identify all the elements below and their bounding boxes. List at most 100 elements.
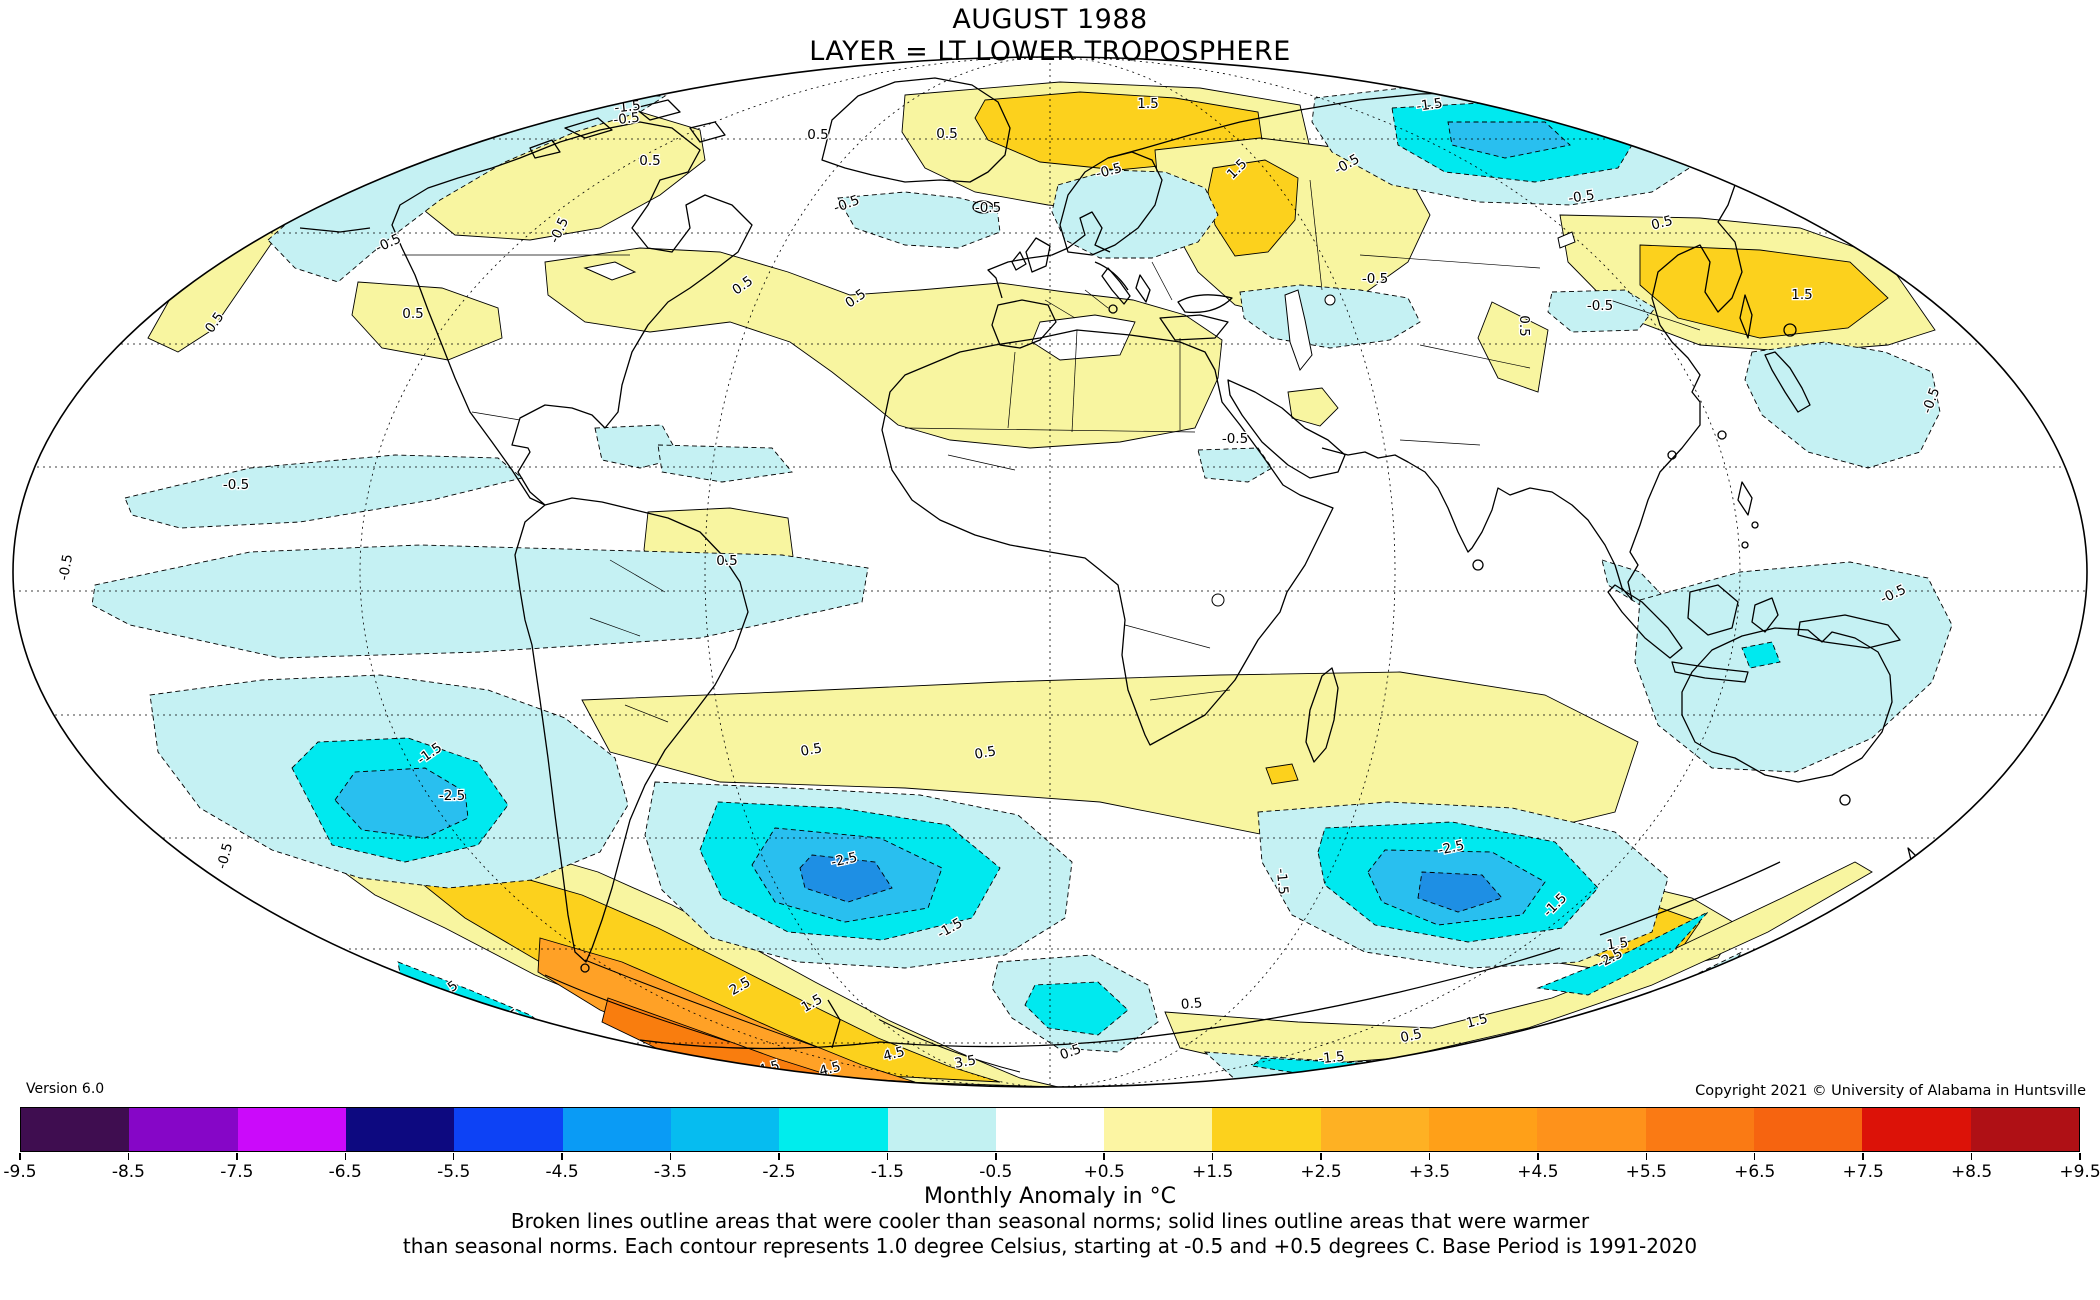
colorbar-tick <box>1211 1153 1214 1160</box>
colorbar-segment <box>1212 1108 1321 1151</box>
contour-value-label: 1.5 <box>1137 96 1158 112</box>
colorbar-tick <box>236 1153 238 1160</box>
colorbar-segment <box>995 1108 1105 1151</box>
contour-value-label: -0.5 <box>56 553 76 582</box>
colorbar-segment <box>1537 1108 1646 1151</box>
contour-value-label: 1.5 <box>1465 1011 1490 1032</box>
title-line2: LAYER = LT LOWER TROPOSPHERE <box>809 35 1291 67</box>
colorbar-tick-label: -4.5 <box>545 1162 579 1182</box>
contour-value-label: 0.5 <box>639 153 660 169</box>
colorbar-tick-label: +4.5 <box>1517 1162 1559 1182</box>
colorbar-tick-label: -9.5 <box>3 1162 37 1182</box>
colorbar-tick <box>995 1153 997 1160</box>
colorbar-segment <box>670 1108 780 1151</box>
colorbar-ticks <box>19 1153 2081 1161</box>
page-title: AUGUST 1988 LAYER = LT LOWER TROPOSPHERE <box>0 4 2100 68</box>
colorbar-tick-label: -6.5 <box>328 1162 362 1182</box>
colorbar-tick-label: +9.5 <box>2059 1162 2100 1182</box>
contour-value-label: -0.5 <box>223 477 249 493</box>
contour-value-label: 0.5 <box>936 126 957 142</box>
caption-line1: Broken lines outline areas that were coo… <box>510 1209 1590 1233</box>
colorbar-segment <box>454 1108 563 1151</box>
contour-value-label: -2.5 <box>1437 838 1466 859</box>
contour-value-label: -0.5 <box>1567 187 1595 207</box>
colorbar-tick <box>669 1153 672 1160</box>
colorbar-tick-label: +6.5 <box>1734 1162 1776 1182</box>
contour-value-label: -0.5 <box>1362 271 1388 287</box>
colorbar-tick-label: -2.5 <box>762 1162 796 1182</box>
contour-value-label: 0.5 <box>799 740 823 759</box>
colorbar-segment <box>1320 1108 1430 1151</box>
contour-value-label: 0.5 <box>496 1006 523 1031</box>
contour-value-label: -1.5 <box>1318 1049 1346 1068</box>
contour-value-label: 0.5 <box>1516 315 1532 336</box>
colorbar-tick <box>1320 1153 1322 1160</box>
colorbar-tick-label: -3.5 <box>653 1162 688 1182</box>
contour-value-label: 0.5 <box>1650 213 1675 234</box>
colorbar-tick-label: -7.5 <box>220 1162 254 1182</box>
contour-value-label: 1.5 <box>1606 935 1630 954</box>
colorbar-tick <box>886 1153 889 1160</box>
contour-value-label: -1.5 <box>1273 868 1291 896</box>
contour-value-label: 0.5 <box>973 743 997 762</box>
colorbar-segment <box>1645 1108 1754 1151</box>
coastlines <box>299 77 1939 1050</box>
colorbar-segment <box>1104 1108 1213 1151</box>
title-line1: AUGUST 1988 <box>952 4 1148 35</box>
colorbar-tick-label: +3.5 <box>1408 1162 1451 1182</box>
colorbar-segment <box>1754 1108 1863 1151</box>
contour-value-label: 0.5 <box>402 306 423 322</box>
contour-value-label: 0.5 <box>1399 1026 1423 1046</box>
contour-value-label: 0.5 <box>807 127 828 143</box>
colorbar-tick <box>19 1153 21 1160</box>
colorbar-tick-label: +1.5 <box>1191 1162 1234 1182</box>
colorbar-tick <box>344 1153 346 1160</box>
colorbar-tick <box>1428 1153 1431 1160</box>
contour-value-label: 1.5 <box>1791 287 1812 303</box>
colorbar-segment <box>345 1108 455 1151</box>
colorbar-tick <box>1753 1153 1756 1160</box>
contour-value-label: -0.5 <box>613 110 641 129</box>
colorbar-tick <box>1970 1153 1973 1160</box>
colorbar-tick <box>1645 1153 1648 1160</box>
colorbar-tick-label: +5.5 <box>1625 1162 1667 1182</box>
country-borders <box>402 179 1701 723</box>
copyright-label: Copyright 2021 © University of Alabama i… <box>1695 1083 2086 1099</box>
colorbar-segment <box>1970 1108 2079 1151</box>
contour-squiggles <box>544 959 1021 1073</box>
contour-value-label: 4.5 <box>882 1044 907 1065</box>
caption-line2: than seasonal norms. Each contour repres… <box>402 1234 1698 1258</box>
colorbar-segment <box>887 1108 996 1151</box>
colorbar-tick <box>452 1153 455 1160</box>
colorbar-segment <box>21 1108 130 1151</box>
colorbar-tick <box>127 1153 130 1160</box>
colorbar-segment <box>237 1108 346 1151</box>
colorbar <box>20 1107 2080 1152</box>
contour-value-label: -2.5 <box>439 788 465 804</box>
colorbar-tick-label: -8.5 <box>111 1162 145 1182</box>
colorbar-segment <box>1862 1108 1971 1151</box>
contour-value-label: -2.5 <box>830 850 859 871</box>
colorbar-tick-label: +0.5 <box>1083 1162 1125 1182</box>
colorbar-tick-labels: -9.5 -8.5 -7.5 -6.5 -5.5 -4.5 -3.5 -2.5 -1.5 -0.5… <box>3 1162 2100 1182</box>
colorbar-tick-label: +8.5 <box>1950 1162 1993 1182</box>
colorbar-tick <box>778 1153 780 1160</box>
contour-value-label: -0.5 <box>1222 431 1248 447</box>
contour-value-label: 0.5 <box>1180 995 1203 1013</box>
colorbar-tick-label: +7.5 <box>1842 1162 1884 1182</box>
colorbar-tick <box>1537 1153 1539 1160</box>
contour-value-label: 0.5 <box>716 553 737 569</box>
colorbar-tick-label: -1.5 <box>870 1162 904 1182</box>
colorbar-segment <box>562 1108 671 1151</box>
contour-value-label: -0.5 <box>214 841 236 871</box>
globe-outline <box>12 56 2088 1088</box>
colorbar-tick-label: -0.5 <box>979 1162 1013 1182</box>
colorbar-tick-label: +2.5 <box>1300 1162 1342 1182</box>
colorbar-tick <box>1103 1153 1105 1160</box>
colorbar-segment <box>129 1108 238 1151</box>
colorbar-tick <box>1862 1153 1864 1160</box>
colorbar-tick <box>2079 1153 2081 1160</box>
contour-value-label: 3.5 <box>953 1052 977 1071</box>
contour-value-label: -0.5 <box>1587 298 1613 314</box>
